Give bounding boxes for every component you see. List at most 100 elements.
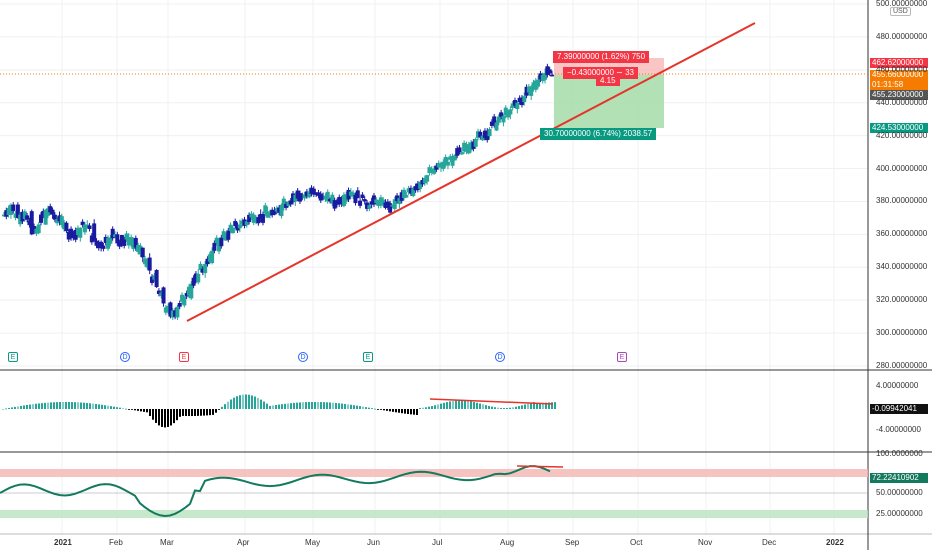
event-badge-earnings[interactable]: E (8, 352, 18, 362)
candle-body (506, 112, 511, 118)
macd-bar (185, 409, 187, 417)
event-badge-earnings[interactable]: E (179, 352, 189, 362)
macd-bar (146, 409, 148, 413)
time-axis-tick: Jul (432, 538, 443, 547)
macd-bar (251, 395, 253, 409)
candle-body (274, 208, 279, 212)
candle-body (254, 217, 259, 222)
macd-bar (245, 394, 247, 409)
candle-body (330, 194, 335, 204)
macd-bar (224, 404, 226, 409)
candle-body (385, 201, 390, 208)
time-axis-tick: Jun (367, 538, 380, 547)
candle-body (159, 292, 164, 296)
macd-bar (194, 409, 196, 416)
candle-body (203, 263, 208, 274)
candle-body (256, 217, 261, 224)
event-badge-dividend[interactable]: D (298, 352, 308, 362)
time-axis-tick: Feb (109, 538, 123, 547)
candle-body (297, 193, 302, 202)
macd-bar (440, 403, 442, 409)
candle-body (277, 207, 282, 213)
macd-bar (134, 409, 136, 411)
candle-body (510, 103, 515, 108)
candle-body (110, 228, 115, 239)
candle-body (334, 202, 339, 205)
candle-body (11, 204, 16, 212)
macd-bar (8, 407, 10, 409)
candle-body (177, 303, 182, 307)
candle-body (13, 213, 18, 218)
macd-bar (290, 403, 292, 409)
macd-bar (188, 409, 190, 417)
candle-body (281, 198, 286, 209)
candle-body (381, 199, 386, 205)
macd-bar (71, 402, 73, 409)
macd-bar (2, 409, 4, 410)
event-badge-earnings[interactable]: E (363, 352, 373, 362)
macd-bar (152, 409, 154, 420)
event-badge-earnings[interactable]: E (617, 352, 627, 362)
time-axis-tick: Sep (565, 538, 580, 547)
macd-bar (542, 402, 544, 409)
rsi-axis-tick: 50.00000000 (876, 488, 923, 497)
stop-price-tag: 424.53000000 (870, 123, 928, 133)
price-axis-tick: 400.00000000 (876, 163, 928, 173)
macd-bar (554, 402, 556, 409)
candle-body (328, 199, 333, 202)
candle-body (249, 213, 254, 218)
macd-bar (143, 409, 145, 412)
candle-body (78, 227, 83, 238)
price-axis-tick: 360.00000000 (876, 229, 928, 239)
candle-body (205, 258, 210, 265)
candle-body (152, 275, 157, 280)
candle-body (445, 161, 450, 166)
candle-body (316, 192, 321, 196)
candle-body (184, 293, 189, 297)
macd-bar (320, 402, 322, 409)
macd-bar (173, 409, 175, 424)
candle-body (344, 194, 349, 202)
candle-body (443, 156, 448, 166)
event-badge-dividend[interactable]: D (120, 352, 130, 362)
macd-bar (488, 405, 490, 409)
macd-bar (32, 404, 34, 409)
price-axis-tick: 500.00000000 (876, 0, 928, 8)
macd-bar (335, 402, 337, 409)
candle-body (166, 305, 171, 312)
candle-body (50, 209, 55, 215)
price-axis-tick: 420.00000000 (876, 130, 928, 140)
candle-body (247, 214, 252, 223)
candle-body (193, 273, 198, 281)
macd-bar (131, 409, 133, 410)
candle-body (503, 107, 508, 116)
macd-bar (491, 406, 493, 409)
time-axis-tick: 2022 (826, 538, 844, 547)
macd-bar (158, 409, 160, 426)
candle-body (304, 191, 309, 197)
candle-body (66, 231, 71, 240)
macd-bar (332, 402, 334, 409)
macd-bar (515, 406, 517, 409)
macd-bar (461, 400, 463, 409)
candle-body (36, 224, 41, 234)
macd-bar (530, 402, 532, 409)
macd-bar (296, 402, 298, 409)
macd-bar (74, 402, 76, 409)
candle-body (103, 236, 108, 243)
candle-body (325, 191, 330, 202)
macd-bar (500, 407, 502, 409)
time-axis-tick: May (305, 538, 321, 547)
macd-bar (464, 400, 466, 409)
macd-bar (473, 401, 475, 409)
candle-body (395, 195, 400, 201)
macd-bar (329, 402, 331, 409)
event-badge-dividend[interactable]: D (495, 352, 505, 362)
macd-bar (248, 394, 250, 409)
candle-body (436, 162, 441, 168)
candle-body (367, 205, 372, 209)
price-axis-tick: 440.00000000 (876, 97, 928, 107)
time-axis-tick: Aug (500, 538, 515, 547)
currency-label[interactable]: USD (890, 7, 911, 16)
